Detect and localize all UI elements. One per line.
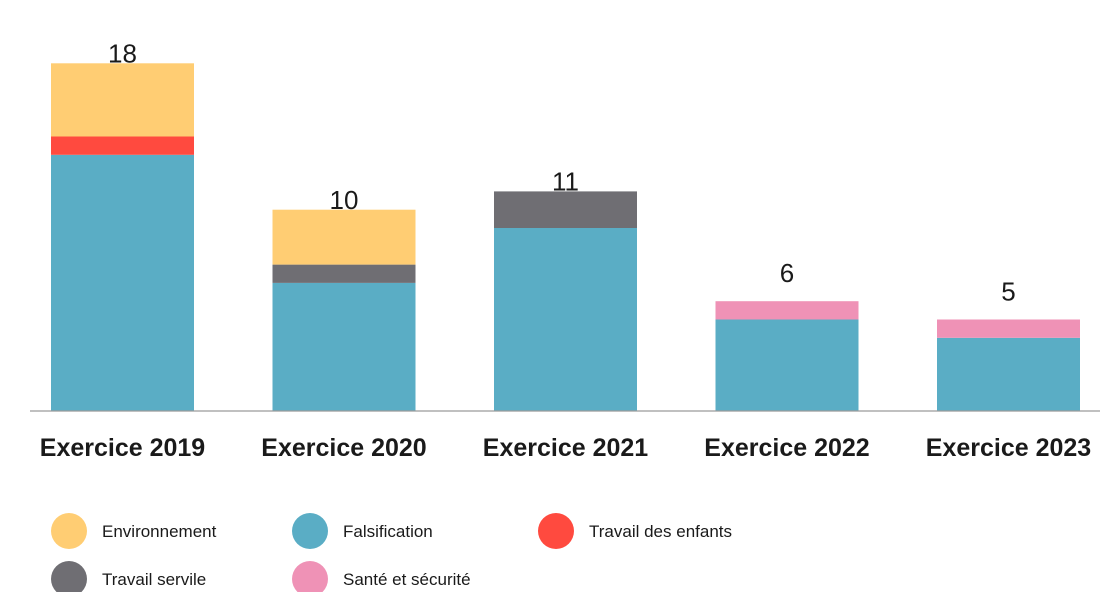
- bar-segment-travail-servile-exercice-2021: [494, 191, 637, 228]
- legend-label-environnement: Environnement: [102, 522, 217, 541]
- legend-label-falsification: Falsification: [343, 522, 433, 541]
- bar-segment-environnement-exercice-2019: [51, 63, 194, 137]
- category-label-exercice-2019: Exercice 2019: [40, 434, 205, 462]
- bar-segment-falsification-exercice-2020: [272, 282, 416, 411]
- total-labels-layer: 18 10 11 6 5: [108, 39, 1016, 307]
- category-label-exercice-2020: Exercice 2020: [261, 434, 426, 462]
- legend: Environnement Falsification Travail des en…: [51, 513, 732, 597]
- category-label-exercice-2022: Exercice 2022: [704, 434, 869, 462]
- category-label-exercice-2021: Exercice 2021: [483, 434, 649, 462]
- category-label-exercice-2023: Exercice 2023: [926, 434, 1091, 462]
- bar-segment-sante-et-securite-exercice-2023: [937, 319, 1080, 338]
- total-label-exercice-2020: 10: [330, 185, 359, 215]
- bar-segment-falsification-exercice-2023: [937, 337, 1080, 411]
- category-labels-layer: Exercice 2019 Exercice 2020 Exercice 2021 E…: [40, 434, 1091, 462]
- legend-swatch-falsification: [292, 513, 328, 549]
- total-label-exercice-2022: 6: [780, 258, 794, 288]
- bar-segment-falsification-exercice-2019: [51, 154, 194, 412]
- total-label-exercice-2021: 11: [552, 167, 579, 197]
- legend-label-sante-et-securite: Santé et sécurité: [343, 570, 471, 589]
- bar-segment-travail-des-enfants-exercice-2019: [51, 136, 194, 155]
- legend-swatch-travail-des-enfants: [538, 513, 574, 549]
- legend-swatch-travail-servile: [51, 561, 87, 597]
- bar-segment-falsification-exercice-2021: [494, 228, 637, 411]
- bar-segment-travail-servile-exercice-2020: [272, 264, 416, 283]
- bars-layer: [51, 63, 1080, 412]
- bar-segment-sante-et-securite-exercice-2022: [715, 301, 859, 320]
- legend-label-travail-servile: Travail servile: [102, 570, 206, 589]
- total-label-exercice-2019: 18: [108, 39, 137, 69]
- bar-segment-environnement-exercice-2020: [272, 209, 416, 265]
- total-label-exercice-2023: 5: [1001, 277, 1015, 307]
- legend-swatch-environnement: [51, 513, 87, 549]
- legend-swatch-sante-et-securite: [292, 561, 328, 597]
- legend-label-travail-des-enfants: Travail des enfants: [589, 522, 732, 541]
- bar-segment-falsification-exercice-2022: [715, 319, 859, 411]
